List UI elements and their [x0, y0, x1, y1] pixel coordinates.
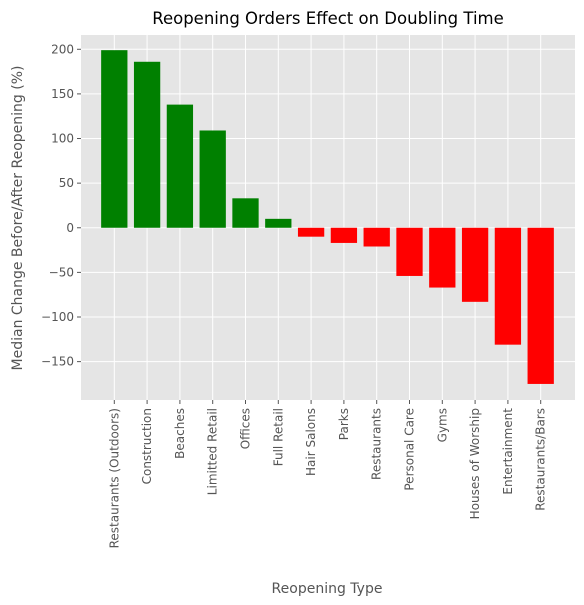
y-tick-label: −50 — [49, 265, 74, 279]
x-tick-label-gyms: Gyms — [435, 408, 449, 442]
x-tick-label-houses-of-worship: Houses of Worship — [468, 408, 482, 519]
bar-beaches — [166, 104, 194, 228]
y-tick-label: 200 — [51, 42, 74, 56]
bar-restaurants-bars — [527, 227, 554, 384]
x-tick-label-limitted-retail: Limitted Retail — [206, 408, 220, 495]
y-tick-label: 150 — [51, 87, 74, 101]
x-tick-label-beaches: Beaches — [173, 408, 187, 459]
chart-title: Reopening Orders Effect on Doubling Time — [152, 9, 504, 28]
bar-hair-salons — [297, 227, 325, 237]
bar-limitted-retail — [199, 130, 226, 228]
y-tick-label: 0 — [66, 221, 74, 235]
y-axis-label: Median Change Before/After Reopening (%) — [10, 66, 26, 371]
x-tick-label-entertainment: Entertainment — [501, 408, 515, 495]
x-tick-label-restaurants-outdoors: Restaurants (Outdoors) — [107, 408, 121, 548]
x-tick-label-restaurants-bars: Restaurants/Bars — [534, 408, 548, 511]
y-tick-label: 50 — [59, 176, 74, 190]
y-tick-labels: −150 −100 −50 0 50 100 150 200 — [41, 42, 81, 369]
x-tick-label-restaurants: Restaurants — [370, 408, 384, 480]
x-axis-label: Reopening Type — [272, 581, 383, 597]
x-tick-label-full-retail: Full Retail — [271, 408, 285, 466]
x-tick-label-construction: Construction — [140, 408, 154, 484]
bar-gyms — [429, 227, 456, 288]
x-tick-label-parks: Parks — [337, 408, 351, 440]
x-tick-labels: Restaurants (Outdoors) Construction Beache… — [107, 400, 548, 548]
plot-area — [81, 35, 575, 400]
bar-restaurants-outdoors — [101, 50, 128, 228]
x-tick-label-personal-care: Personal Care — [403, 408, 417, 491]
bar-full-retail — [265, 218, 292, 228]
y-tick-label: −150 — [41, 355, 74, 369]
bar-offices — [232, 198, 259, 228]
bar-construction — [133, 61, 161, 228]
bar-houses-of-worship — [461, 227, 489, 302]
y-tick-label: −100 — [41, 310, 74, 324]
bar-restaurants — [363, 227, 390, 247]
bar-parks — [330, 227, 358, 243]
x-tick-label-hair-salons: Hair Salons — [304, 408, 318, 476]
y-tick-label: 100 — [51, 132, 74, 146]
bar-entertainment — [494, 227, 522, 345]
x-tick-label-offices: Offices — [239, 408, 253, 449]
bar-personal-care — [396, 227, 423, 276]
bars — [101, 50, 554, 384]
